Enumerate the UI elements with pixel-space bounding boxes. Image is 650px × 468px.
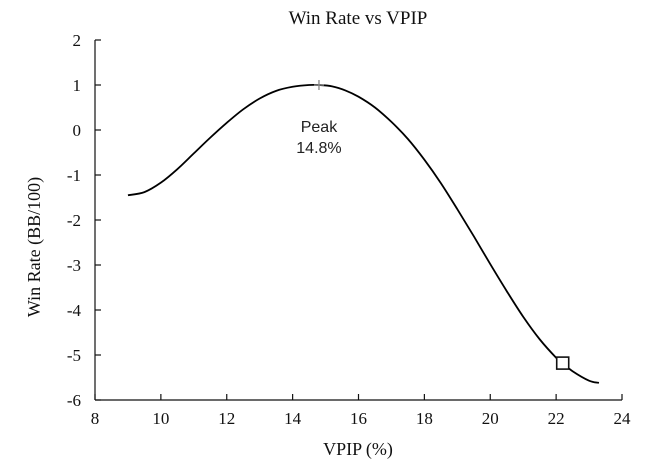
x-tick-label: 24	[614, 409, 632, 428]
end-square-marker	[555, 356, 570, 370]
x-tick-label: 14	[284, 409, 302, 428]
y-tick-label: -6	[67, 391, 81, 410]
x-tick-label: 20	[482, 409, 499, 428]
y-tick-label: 0	[73, 121, 82, 140]
peak-annotation-label: Peak	[301, 119, 338, 136]
y-tick-label: -4	[67, 301, 82, 320]
plot-area: 8 10 12 14 16 18 20 22 24210-1-2-3-4-5-6Peak14.8…	[67, 31, 631, 428]
x-tick-label: 22	[548, 409, 565, 428]
y-tick-label: -2	[67, 211, 81, 230]
x-tick-label: 16	[350, 409, 367, 428]
x-tick-label: 18	[416, 409, 433, 428]
y-axis-label: Win Rate (BB/100)	[24, 177, 45, 317]
y-tick-label: 1	[73, 76, 82, 95]
y-tick-label: -3	[67, 256, 81, 275]
y-tick-label: -1	[67, 166, 81, 185]
chart-title: Win Rate vs VPIP	[289, 8, 428, 29]
y-tick-label: -5	[67, 346, 81, 365]
x-tick-label: 8	[91, 409, 100, 428]
x-axis-label: VPIP (%)	[323, 439, 393, 460]
y-tick-label: 2	[73, 31, 82, 50]
peak-annotation-value: 14.8%	[296, 140, 341, 157]
series-line-0	[127, 83, 600, 384]
x-tick-label: 12	[218, 409, 235, 428]
x-tick-label: 10	[152, 409, 169, 428]
